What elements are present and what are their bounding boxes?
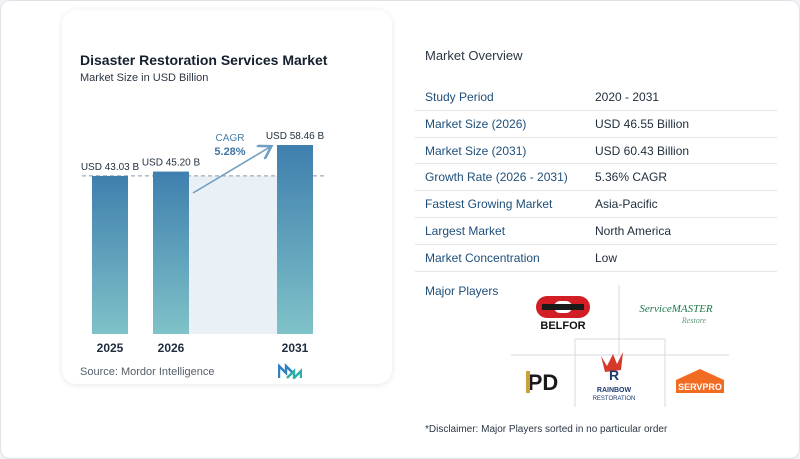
overview-label: Market Size (2026): [425, 116, 527, 131]
overview-row-study-period: Study Period 2020 - 2031: [415, 84, 777, 111]
cagr-band: [189, 175, 277, 334]
overview-row-concentration: Market Concentration Low: [415, 245, 777, 272]
data-label-2031: USD 58.46 B: [266, 131, 325, 142]
belfor-logo: BELFOR: [524, 294, 604, 332]
disclaimer-text: *Disclaimer: Major Players sorted in no …: [425, 424, 668, 435]
overview-label: Market Concentration: [425, 250, 540, 265]
servpro-logo-text: SERVPRO: [678, 382, 722, 392]
data-label-2026: USD 45.20 B: [142, 158, 201, 169]
players-grid-lines: [511, 285, 729, 407]
bar-2026: [153, 171, 189, 334]
bar-2031: [277, 145, 313, 334]
bar-2025: [92, 175, 128, 334]
overview-value: Asia-Pacific: [595, 197, 658, 212]
major-players-title: Major Players: [425, 284, 499, 298]
overview-value: USD 46.55 Billion: [595, 116, 690, 131]
overview-value: 2020 - 2031: [595, 90, 660, 104]
pd-logo-text: PD: [528, 370, 559, 395]
overview-row-growth-rate: Growth Rate (2026 - 2031) 5.36% CAGR: [415, 164, 777, 192]
chart-subtitle: Market Size in USD Billion: [80, 72, 209, 84]
overview-title: Market Overview: [425, 48, 523, 63]
tick-label-2031: 2031: [282, 341, 309, 355]
bar-chart: USD 43.03 B 2025 USD 45.20 B 2026 USD 58.46 …: [81, 131, 325, 355]
overview-row-size-2031: Market Size (2031) USD 60.43 Billion: [415, 138, 777, 165]
servicemaster-logo-sub: Restore: [681, 316, 707, 325]
overview-label: Market Size (2031): [425, 143, 527, 158]
tick-label-2025: 2025: [97, 341, 124, 355]
overview-value: North America: [595, 223, 672, 238]
overview-value: USD 60.43 Billion: [595, 143, 690, 158]
servicemaster-logo-text: ServiceMASTER: [639, 303, 713, 315]
source-text: Source: Mordor Intelligence: [80, 366, 215, 378]
overview-value: 5.36% CAGR: [595, 170, 668, 185]
cagr-label: CAGR: [216, 133, 245, 144]
tick-label-2026: 2026: [158, 341, 185, 355]
chart-card: USD 43.03 B 2025 USD 45.20 B 2026 USD 58.46 …: [62, 10, 392, 384]
svg-text:R: R: [609, 367, 619, 383]
overview-table: Study Period 2020 - 2031 Market Size (20…: [415, 84, 777, 272]
overview-label: Study Period: [425, 90, 494, 104]
rainbow-logo-sub: RESTORATION: [593, 396, 636, 402]
overview-value: Low: [595, 250, 618, 265]
servpro-logo: SERVPRO: [670, 366, 730, 396]
mordor-logo-icon: [278, 363, 302, 379]
overview-row-fastest-market: Fastest Growing Market Asia-Pacific: [415, 191, 777, 218]
belfor-logo-text: BELFOR: [540, 320, 585, 332]
data-label-2025: USD 43.03 B: [81, 162, 140, 173]
overview-row-size-2026: Market Size (2026) USD 46.55 Billion: [415, 111, 777, 138]
rainbow-restoration-logo: R RAINBOW RESTORATION: [583, 350, 645, 408]
pd-logo: PD: [518, 366, 568, 398]
overview-row-largest-market: Largest Market North America: [415, 218, 777, 245]
chart-title: Disaster Restoration Services Market: [80, 52, 328, 68]
cagr-arrow: [192, 147, 270, 194]
rainbow-logo-text: RAINBOW: [597, 387, 632, 394]
cagr-value: 5.28%: [214, 146, 245, 158]
overview-label: Growth Rate (2026 - 2031): [425, 170, 568, 185]
servicemaster-logo: ServiceMASTER Restore: [630, 298, 722, 330]
overview-label: Largest Market: [425, 223, 506, 238]
overview-label: Fastest Growing Market: [425, 197, 553, 212]
